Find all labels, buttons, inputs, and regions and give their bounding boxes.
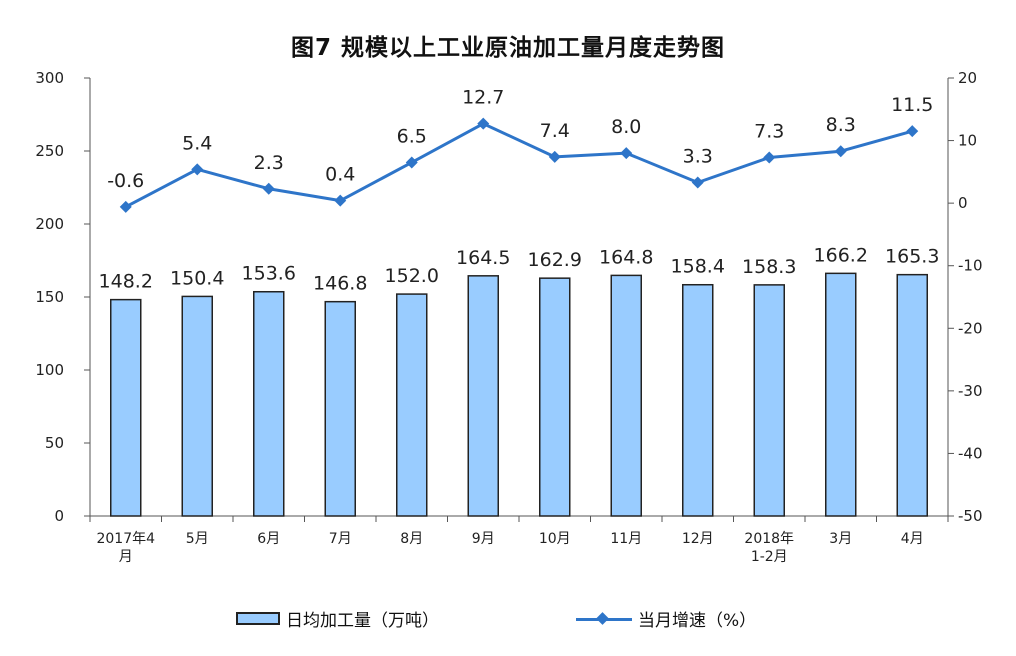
x-tick-label: 10月 xyxy=(539,531,571,547)
x-tick-label: 4月 xyxy=(901,531,924,547)
bar xyxy=(825,272,857,517)
line-value-label: 3.3 xyxy=(683,145,713,167)
line-value-label: 7.4 xyxy=(540,120,570,142)
y-right-tick-label: -10 xyxy=(958,257,983,275)
bar-value-label: 148.2 xyxy=(99,271,153,293)
y-right-tick-label: -20 xyxy=(958,319,983,337)
line-value-label: 8.0 xyxy=(611,116,641,138)
y-right-tick-label: -50 xyxy=(958,507,983,525)
bar-value-label: 162.9 xyxy=(528,249,582,271)
line-point xyxy=(834,145,847,158)
y-left-tick-label: 250 xyxy=(35,142,64,160)
line-point xyxy=(119,200,132,213)
x-tick-label: 11月 xyxy=(610,531,642,547)
bar-value-label: 153.6 xyxy=(242,263,296,285)
x-tick-label: 5月 xyxy=(186,531,209,547)
bar xyxy=(753,284,785,517)
legend-label-line: 当月增速（%） xyxy=(638,611,757,631)
line-point xyxy=(906,125,919,138)
line-value-label: 6.5 xyxy=(397,125,427,147)
y-right-tick-label: 20 xyxy=(958,69,977,87)
legend-label-bars: 日均加工量（万吨） xyxy=(286,611,439,631)
line-point xyxy=(262,182,275,195)
bar xyxy=(396,293,428,517)
bar xyxy=(896,273,928,517)
bar-value-label: 152.0 xyxy=(385,265,439,287)
bar xyxy=(324,300,356,517)
x-tick-label: 2018年 xyxy=(744,531,794,547)
line-point xyxy=(763,151,776,164)
y-left-tick-label: 50 xyxy=(45,434,64,452)
y-left-tick-label: 200 xyxy=(35,215,64,233)
legend-item-bars: 日均加工量（万吨） xyxy=(236,606,439,631)
x-tick-label: 8月 xyxy=(400,531,423,547)
bar xyxy=(539,277,571,517)
x-tick-label: 月 xyxy=(119,549,133,565)
y-right-tick-label: -40 xyxy=(958,444,983,462)
bar-value-label: 165.3 xyxy=(885,246,939,268)
legend-bar-swatch xyxy=(236,612,280,625)
y-left-tick-label: 0 xyxy=(54,507,64,525)
bar-value-label: 164.8 xyxy=(599,246,653,268)
line-point xyxy=(334,194,347,207)
bar xyxy=(110,298,142,517)
line-point xyxy=(477,117,490,130)
bar xyxy=(682,283,714,517)
chart-title: 图7 规模以上工业原油加工量月度走势图 xyxy=(290,35,725,61)
bar-value-label: 158.4 xyxy=(671,256,725,278)
bar-value-label: 150.4 xyxy=(170,267,224,289)
line-point xyxy=(548,150,561,163)
x-tick-label: 1-2月 xyxy=(751,549,788,565)
line-value-label: 11.5 xyxy=(891,94,933,116)
x-tick-label: 7月 xyxy=(329,531,352,547)
line-value-label: 8.3 xyxy=(826,114,856,136)
y-left-tick-label: 100 xyxy=(35,361,64,379)
line-value-label: 0.4 xyxy=(325,164,355,186)
x-tick-label: 12月 xyxy=(682,531,714,547)
y-left-tick-label: 150 xyxy=(35,288,64,306)
x-tick-label: 6月 xyxy=(257,531,280,547)
line-point xyxy=(691,176,704,189)
bar-value-label: 166.2 xyxy=(814,244,868,266)
line-value-label: 12.7 xyxy=(462,87,504,109)
y-right-tick-label: -30 xyxy=(958,382,983,400)
bar xyxy=(467,275,499,517)
y-left-tick-label: 300 xyxy=(35,69,64,87)
legend-line-swatch xyxy=(576,611,632,626)
bar xyxy=(610,274,642,517)
bar xyxy=(253,290,285,517)
y-right-tick-label: 0 xyxy=(958,194,968,212)
line-point xyxy=(620,147,633,160)
line-point xyxy=(405,156,418,169)
x-tick-label: 9月 xyxy=(472,531,495,547)
line-value-label: 5.4 xyxy=(182,132,212,154)
series-line xyxy=(125,122,913,209)
bar-value-label: 164.5 xyxy=(456,247,510,269)
line-value-label: 7.3 xyxy=(754,120,784,142)
x-tick-label: 2017年4 xyxy=(96,531,155,547)
line-value-label: 2.3 xyxy=(254,152,284,174)
legend-item-line: 当月增速（%） xyxy=(576,606,756,631)
bar xyxy=(181,295,213,517)
line-point xyxy=(191,163,204,176)
x-tick-label: 3月 xyxy=(829,531,852,547)
bar-value-label: 146.8 xyxy=(313,273,367,295)
line-value-label: -0.6 xyxy=(107,170,144,192)
y-right-tick-label: 10 xyxy=(958,132,977,150)
bar-value-label: 158.3 xyxy=(742,256,796,278)
